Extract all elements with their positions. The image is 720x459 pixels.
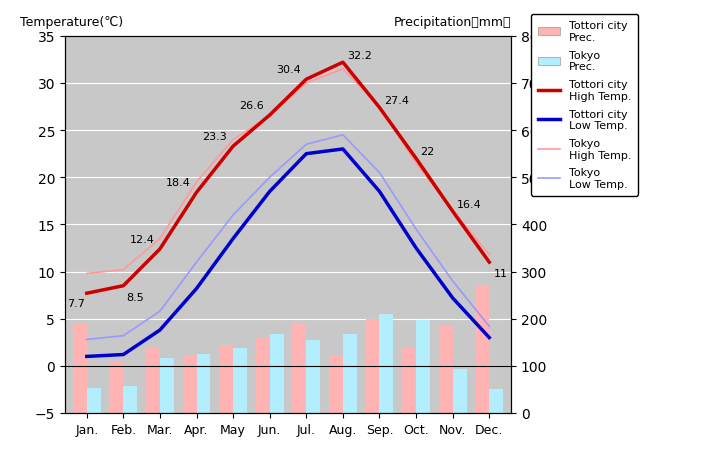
Bar xyxy=(475,286,490,413)
Bar xyxy=(233,348,247,413)
Text: 11: 11 xyxy=(493,269,508,279)
Bar xyxy=(219,345,233,413)
Text: 8.5: 8.5 xyxy=(126,292,144,302)
Bar xyxy=(490,389,503,413)
Bar xyxy=(343,334,357,413)
Bar xyxy=(379,314,393,413)
Text: 27.4: 27.4 xyxy=(384,96,409,106)
Bar xyxy=(329,357,343,413)
Text: 16.4: 16.4 xyxy=(456,200,482,210)
Bar xyxy=(123,386,138,413)
Text: 23.3: 23.3 xyxy=(202,132,228,142)
Text: 7.7: 7.7 xyxy=(67,298,85,308)
Bar xyxy=(86,389,101,413)
Text: Precipitation（mm）: Precipitation（mm） xyxy=(394,16,511,29)
Text: 12.4: 12.4 xyxy=(130,235,154,245)
Bar xyxy=(183,357,197,413)
Bar xyxy=(366,319,379,413)
Text: 30.4: 30.4 xyxy=(276,65,300,75)
Bar xyxy=(416,320,430,413)
Text: 26.6: 26.6 xyxy=(239,101,264,111)
Bar xyxy=(306,341,320,413)
Bar xyxy=(73,324,86,413)
Bar xyxy=(292,324,306,413)
Bar xyxy=(402,347,416,413)
Bar xyxy=(453,369,467,413)
Legend: Tottori city
Prec., Tokyo
Prec., Tottori city
High Temp., Tottori city
Low Temp.: Tottori city Prec., Tokyo Prec., Tottori… xyxy=(531,15,638,196)
Text: Temperature(℃): Temperature(℃) xyxy=(20,16,123,29)
Bar xyxy=(256,338,270,413)
Bar xyxy=(270,334,284,413)
Bar xyxy=(197,354,210,413)
Bar xyxy=(146,347,160,413)
Text: 32.2: 32.2 xyxy=(347,51,372,61)
Bar xyxy=(109,361,123,413)
Text: 18.4: 18.4 xyxy=(166,178,191,188)
Text: 22: 22 xyxy=(420,147,434,157)
Bar xyxy=(160,358,174,413)
Bar xyxy=(438,326,453,413)
